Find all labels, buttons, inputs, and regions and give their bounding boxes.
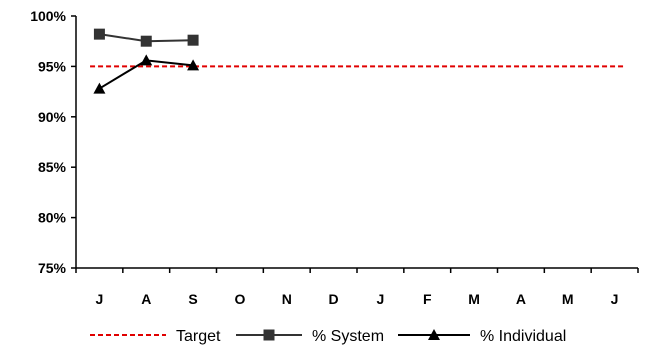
x-tick-label: J <box>377 291 385 307</box>
data-point <box>140 35 152 47</box>
x-tick-label: A <box>141 291 151 307</box>
x-tick-label: A <box>516 291 526 307</box>
legend-label: % System <box>312 328 384 345</box>
y-tick-label: 95% <box>38 58 67 74</box>
data-point <box>140 54 153 66</box>
x-tick-label: S <box>188 291 197 307</box>
data-point <box>93 82 106 94</box>
data-point <box>187 34 199 46</box>
x-tick-label: M <box>468 291 480 307</box>
y-tick-label: 80% <box>38 210 67 226</box>
x-tick-label: O <box>234 291 245 307</box>
y-tick-label: 75% <box>38 260 67 276</box>
x-tick-label: N <box>282 291 292 307</box>
y-tick-label: 100% <box>30 8 66 24</box>
legend-label: % Individual <box>480 328 566 345</box>
x-tick-label: M <box>562 291 574 307</box>
x-tick-label: D <box>329 291 339 307</box>
y-tick-label: 85% <box>38 159 67 175</box>
data-point <box>93 28 105 40</box>
data-point <box>187 59 200 71</box>
x-tick-label: J <box>96 291 104 307</box>
legend-label: Target <box>176 328 221 345</box>
y-tick-label: 90% <box>38 109 67 125</box>
x-tick-label: J <box>611 291 619 307</box>
legend-swatch-marker <box>428 329 440 340</box>
x-tick-label: F <box>423 291 432 307</box>
legend-swatch-marker <box>263 329 275 341</box>
